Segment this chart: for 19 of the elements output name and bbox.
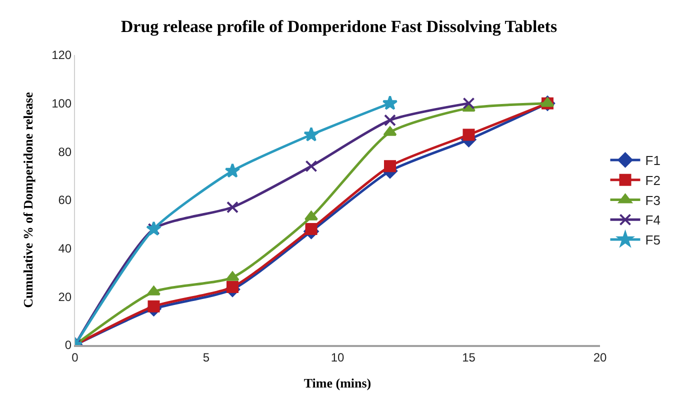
y-tick-label: 120 — [52, 48, 72, 62]
y-axis-title: Cumulative % of Domperidone release — [20, 92, 36, 308]
x-tick-label: 10 — [330, 350, 344, 364]
legend-label: F4 — [645, 212, 660, 228]
x-tick-label: 15 — [462, 350, 476, 364]
legend-label: F5 — [645, 232, 660, 248]
x-tick-label: 5 — [202, 350, 210, 364]
y-tick-label: 20 — [58, 290, 72, 304]
x-tick-label: 20 — [593, 350, 607, 364]
legend-label: F2 — [645, 172, 660, 188]
y-tick-label: 0 — [64, 338, 72, 352]
x-axis-title: Time (mins) — [304, 376, 372, 390]
y-tick-label: 60 — [58, 193, 72, 208]
y-tick-label: 100 — [52, 96, 72, 111]
chart-title: Drug release profile of Domperidone Fast Dissolving Tablets — [120, 16, 558, 36]
legend-label: F3 — [645, 192, 660, 208]
legend-label: F1 — [645, 153, 660, 168]
y-tick-label: 80 — [58, 144, 72, 159]
y-tick-label: 40 — [58, 242, 72, 256]
